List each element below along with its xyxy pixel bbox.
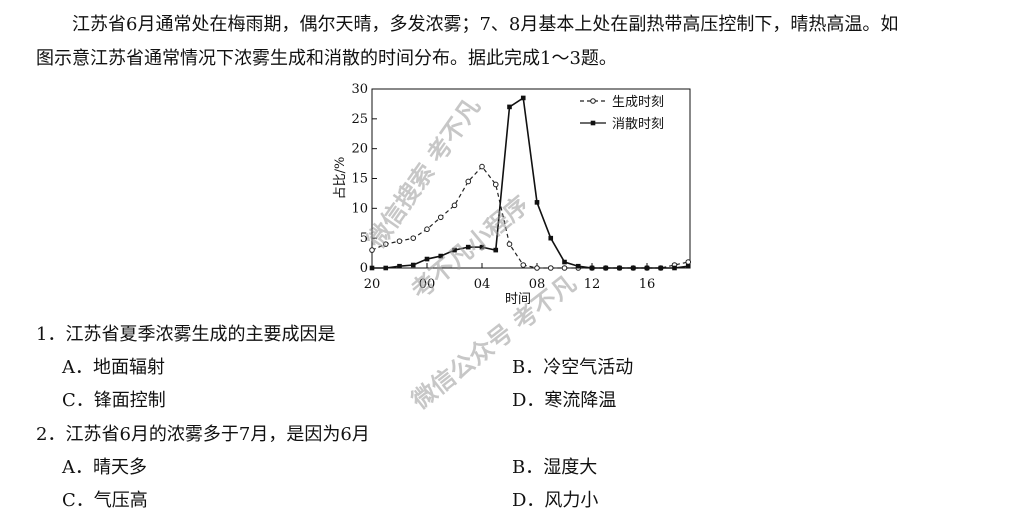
point	[589, 265, 595, 271]
point	[437, 214, 444, 221]
x-tick-label: 12	[584, 277, 601, 292]
point	[548, 235, 554, 241]
option: B．冷空气活动	[512, 357, 633, 378]
option: C．锋面控制	[62, 390, 166, 411]
point	[562, 259, 567, 265]
point	[465, 244, 471, 250]
point	[547, 265, 554, 271]
point	[465, 178, 472, 185]
y-tick-label: 30	[351, 82, 368, 97]
point	[397, 263, 402, 269]
option: A．地面辐射	[61, 357, 165, 378]
watermark: 考不凡小程序	[406, 191, 534, 305]
legend-label: 消散时刻	[612, 117, 664, 132]
y-tick-label: 0	[360, 261, 368, 276]
question-stem: 2．江苏省6月的浓雾多于7月，是因为6月	[36, 424, 370, 445]
point	[534, 200, 540, 205]
point	[630, 265, 636, 271]
option: D．风力小	[512, 490, 598, 511]
point	[685, 263, 691, 269]
x-tick-label: 16	[639, 277, 656, 292]
point	[617, 265, 622, 271]
point	[424, 226, 430, 233]
point	[520, 262, 527, 268]
point	[383, 265, 389, 271]
point	[424, 256, 430, 262]
point	[534, 265, 540, 271]
x-tick-label: 00	[419, 277, 436, 292]
point	[603, 265, 609, 271]
y-tick-label: 5	[360, 231, 368, 246]
option: A．晴天多	[61, 457, 147, 478]
y-tick-label: 10	[351, 201, 368, 216]
point	[479, 163, 485, 170]
point	[685, 259, 692, 265]
point	[507, 104, 512, 110]
y-tick-label: 20	[351, 142, 368, 157]
option: C．气压高	[62, 490, 148, 511]
point	[658, 265, 664, 271]
legend-marker	[590, 98, 596, 104]
x-tick-label: 08	[529, 277, 546, 292]
point	[438, 253, 444, 259]
point	[493, 247, 499, 253]
point	[410, 262, 416, 268]
point	[451, 202, 458, 209]
point	[672, 265, 677, 271]
x-tick-label: 04	[474, 277, 491, 292]
x-axis-label: 时间	[505, 292, 531, 307]
passage-line: 江苏省6月通常处在梅雨期，偶尔天晴，多发浓雾；7、8月基本上处在副热带高压控制下…	[72, 14, 898, 35]
y-axis-label: 占比/%	[333, 157, 348, 200]
point	[644, 265, 650, 271]
point	[369, 247, 375, 253]
legend-label: 生成时刻	[612, 95, 664, 110]
watermark: 微信搜索 考不凡	[361, 93, 486, 254]
legend-marker	[590, 120, 596, 126]
passage-line: 图示意江苏省通常情况下浓雾生成和消散的时间分布。据此完成1～3题。	[36, 48, 617, 69]
point	[382, 241, 389, 247]
y-tick-label: 25	[351, 112, 368, 127]
point	[575, 263, 581, 269]
point	[520, 95, 526, 101]
option: B．湿度大	[512, 457, 597, 478]
point	[369, 265, 375, 271]
y-tick-label: 15	[351, 172, 368, 187]
point	[396, 238, 403, 244]
point	[479, 244, 485, 250]
point	[452, 247, 457, 253]
point	[492, 181, 499, 188]
point	[506, 241, 513, 247]
option: D．寒流降温	[512, 390, 616, 411]
point	[561, 265, 568, 271]
question-stem: 1．江苏省夏季浓雾生成的主要成因是	[36, 324, 335, 345]
point	[410, 235, 417, 241]
x-tick-label: 20	[364, 277, 381, 292]
